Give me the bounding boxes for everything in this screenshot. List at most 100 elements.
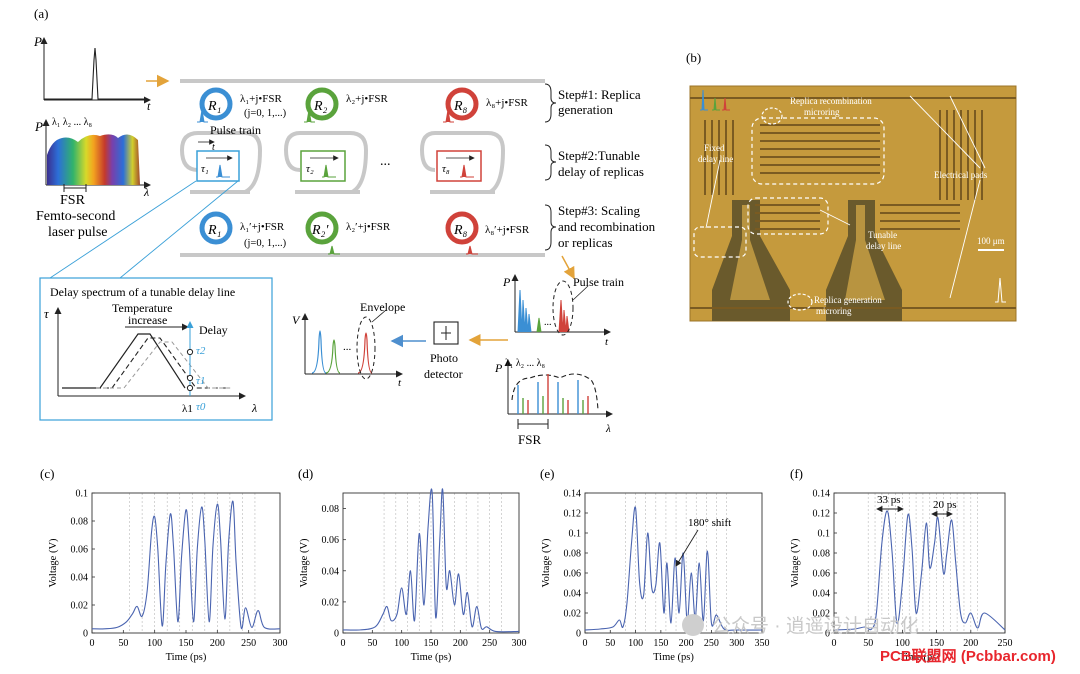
x-tick-label: 100 — [895, 638, 910, 649]
x-tick-label: 200 — [210, 638, 225, 649]
y-tick-label: 0.12 — [564, 509, 582, 520]
resonator-label: λ₁′+j•FSR — [240, 221, 285, 233]
v-axis-label: V — [292, 313, 301, 327]
voltage-series-line — [342, 488, 520, 633]
step-2: Step#2:Tunable delay of replicas — [544, 144, 644, 181]
ellipsis: ... — [544, 317, 552, 328]
y-tick-label: 0.02 — [71, 601, 89, 612]
input-pulse-plot: P t — [33, 34, 151, 113]
laser-spectrum-plot: P λ λ₁ λ₂ ... λ₈ FSR Femto-second laser … — [34, 117, 151, 240]
y-tick-label: 0.04 — [813, 589, 831, 600]
inset-increase: increase — [128, 313, 167, 327]
resonator-label: λ₈′+j•FSR — [485, 224, 530, 236]
y-axis-label: Voltage (V) — [541, 538, 552, 588]
x-tick-label: 250 — [998, 638, 1013, 649]
x-axis-label: Time (ps) — [653, 652, 694, 663]
tau-axis: τ — [44, 306, 50, 321]
resonator-r1-bottom: R₁ — [199, 211, 233, 245]
step-sub: or replicas — [558, 235, 613, 250]
y-tick-label: 0.04 — [71, 573, 89, 584]
t-axis-label: t — [398, 377, 402, 389]
x-tick-label: 0 — [341, 638, 346, 649]
x-tick-label: 50 — [367, 638, 377, 649]
panel-label-e: (e) — [540, 466, 554, 481]
t-axis-label: t — [147, 99, 151, 113]
x-tick-label: 0 — [583, 638, 588, 649]
label-tunable-1: Tunable — [868, 230, 897, 240]
y-tick-label: 0.06 — [71, 545, 89, 556]
plot-frame — [584, 492, 763, 634]
y-tick-label: 0 — [334, 629, 339, 640]
inset-tau0: τ0 — [196, 401, 206, 413]
step-title: Step#3: Scaling — [558, 203, 640, 218]
output-spectrum-plot: P λ λ₁ λ₂ ... λ₈ FSR — [494, 358, 613, 447]
y-tick-label: 0.14 — [813, 489, 831, 500]
x-tick-label: 150 — [653, 638, 668, 649]
delay-label: τ₁ — [201, 163, 209, 175]
j-range: (j=0, 1,...) — [244, 108, 287, 119]
chart-c: 0 50 100 150 200 250 300 0 0.02 0.04 0.06 0.08 0.1 Ti… — [48, 489, 288, 664]
delay-label: τ₈ — [442, 163, 450, 175]
chart-d: 0 50 100 150 200 250 300 0 0.02 0.04 0.06 0.08 Time … — [299, 488, 527, 663]
x-axis-label: Time (ps) — [166, 652, 207, 663]
pulse-train-out-label: Pulse train — [573, 275, 624, 289]
y-tick-label: 0.06 — [564, 569, 582, 580]
label-fixed-1: Fixed — [704, 143, 725, 153]
lambda-axis: λ — [251, 401, 257, 415]
chart-f: 0 50 100 150 200 250 0 0.02 0.04 0.06 0.08 0.1 0.12 0… — [790, 489, 1013, 664]
photo-detector: Photo detector — [424, 321, 463, 381]
y-tick-label: 0.1 — [76, 489, 89, 500]
laser-caption-1: Femto-second — [36, 209, 115, 224]
panel-label-a: (a) — [34, 6, 48, 21]
x-tick-label: 0 — [832, 638, 837, 649]
label-replica-generation-1: Replica generation — [814, 295, 882, 305]
x-tick-label: 100 — [628, 638, 643, 649]
lambda-axis-label: λ — [605, 423, 611, 435]
step-sub: generation — [558, 102, 613, 117]
y-tick-label: 0.04 — [564, 589, 582, 600]
y-tick-label: 0.08 — [564, 549, 582, 560]
label-electrical-pads: Electrical pads — [934, 170, 988, 180]
x-tick-label: 150 — [929, 638, 944, 649]
label-scale: 100 μm — [977, 236, 1005, 246]
step-sub: delay of replicas — [558, 164, 644, 179]
plot-frame — [833, 492, 1006, 634]
resonator-name: R₁ — [207, 99, 221, 114]
p-axis-label: P — [33, 34, 42, 49]
step-title: Step#2:Tunable — [558, 148, 640, 163]
resonator-name: R₈ — [453, 99, 468, 114]
y-tick-label: 0.08 — [71, 517, 89, 528]
delay-box-2: τ₂ — [300, 150, 346, 182]
p-axis-label: P — [502, 275, 511, 289]
resonator-label: λ₂+j•FSR — [346, 93, 389, 105]
x-tick-label: 100 — [394, 638, 409, 649]
detector-label: detector — [424, 367, 463, 381]
x-tick-label: 100 — [147, 638, 162, 649]
fsr-label: FSR — [518, 432, 541, 447]
step-1: Step#1: Replica generation — [544, 83, 641, 123]
y-tick-label: 0.12 — [813, 509, 831, 520]
input-pulse — [44, 47, 145, 100]
x-tick-label: 250 — [704, 638, 719, 649]
resonator-name: R₈ — [453, 223, 468, 238]
shift-annotation: 180° shift — [688, 517, 731, 529]
laser-caption-2: laser pulse — [48, 225, 107, 240]
y-tick-label: 0 — [83, 629, 88, 640]
watermark: 公众号 · 逍遥设计自动化 — [712, 615, 919, 637]
ellipsis: ... — [343, 341, 352, 353]
inset-delay: Delay — [199, 323, 228, 337]
resonator-name: R₁ — [207, 223, 221, 238]
panel-label-b: (b) — [686, 50, 701, 65]
inset-lambda1: λ1 — [182, 403, 193, 415]
inset-tau2: τ2 — [196, 345, 206, 357]
p-axis-label: P — [494, 361, 503, 375]
output-pulse-train-plot: P t ... Pulse train — [502, 274, 624, 348]
wechat-icon — [682, 614, 704, 636]
y-tick-label: 0.02 — [564, 609, 582, 620]
x-tick-label: 200 — [453, 638, 468, 649]
pulse-train-label: Pulse train — [210, 123, 261, 137]
voltage-series-line — [584, 506, 763, 631]
footer-brand: PCB联盟网 (Pcbbar.com) — [880, 648, 1056, 665]
waveguides — [179, 79, 545, 257]
step-sub: and recombination — [558, 219, 656, 234]
